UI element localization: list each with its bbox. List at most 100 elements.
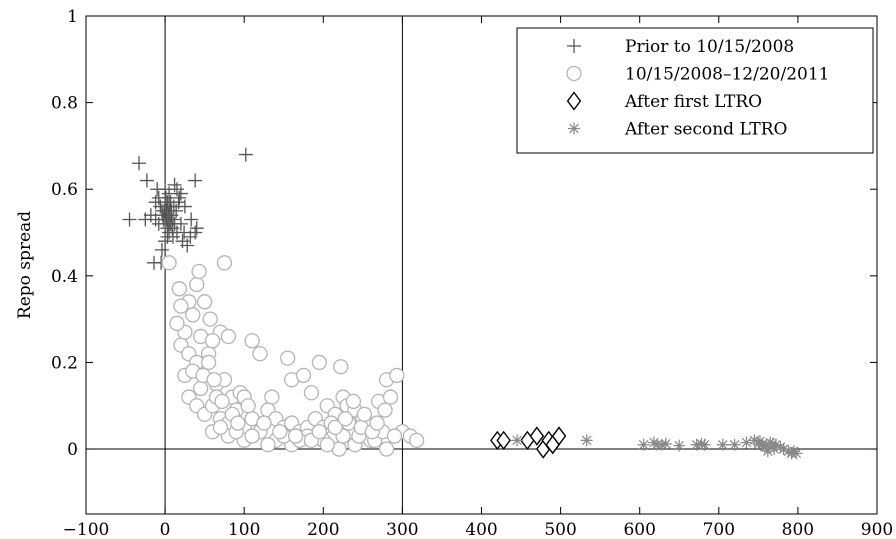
point-0-45 <box>180 238 195 253</box>
point-3-13 <box>740 436 753 449</box>
point-0-7 <box>122 212 137 227</box>
point-1-113 <box>345 393 362 410</box>
point-3-0 <box>511 434 524 447</box>
point-3-10 <box>698 438 711 451</box>
point-1-112 <box>337 411 354 427</box>
point-0-46 <box>184 212 199 227</box>
x-tick-label-7: 600 <box>623 520 655 539</box>
point-1-2 <box>189 276 205 293</box>
legend-marker-2 <box>566 91 582 111</box>
point-0-48 <box>189 221 204 236</box>
point-0-44 <box>177 199 192 214</box>
legend-label-3: After second LTRO <box>624 120 787 140</box>
point-1-108 <box>214 393 230 410</box>
point-1-60 <box>382 389 399 405</box>
point-1-21 <box>200 354 217 371</box>
y-tick-label-3: 0.6 <box>51 180 78 200</box>
point-0-62 <box>162 186 177 201</box>
point-3-7 <box>673 439 686 452</box>
point-1-95 <box>256 415 272 431</box>
point-3-8 <box>690 438 703 451</box>
point-3-11 <box>716 438 729 451</box>
point-1-114 <box>356 406 373 423</box>
x-tick-label-0: −100 <box>63 520 110 539</box>
point-3-20 <box>768 443 781 456</box>
point-1-111 <box>327 419 343 436</box>
x-tick-label-6: 500 <box>544 520 576 539</box>
legend: Prior to 10/15/2008 10/15/2008–12/20/2011… <box>516 27 874 154</box>
legend-marker-1 <box>566 65 582 82</box>
point-1-96 <box>272 424 288 440</box>
point-3-29 <box>760 439 773 452</box>
point-1-76 <box>378 441 395 457</box>
point-1-4 <box>191 263 207 280</box>
point-0-1 <box>139 173 154 188</box>
point-1-28 <box>252 346 268 362</box>
point-1-107 <box>206 372 222 388</box>
point-0-56 <box>183 229 198 244</box>
point-0-39 <box>169 203 184 218</box>
point-1-8 <box>202 311 218 327</box>
point-3-22 <box>774 440 787 453</box>
point-3-27 <box>790 447 803 460</box>
series-1 <box>161 255 425 457</box>
series-3 <box>511 434 803 460</box>
point-1-61 <box>389 367 405 384</box>
point-2-3 <box>529 426 545 446</box>
point-1-47 <box>295 367 312 384</box>
point-2-7 <box>551 426 567 446</box>
y-tick-label-0: 0 <box>67 440 78 460</box>
point-1-85 <box>386 428 403 444</box>
point-1-9 <box>185 307 201 323</box>
point-1-1 <box>171 281 187 297</box>
point-3-6 <box>659 437 672 450</box>
y-tick-label-2: 0.4 <box>51 267 78 287</box>
point-3-23 <box>777 443 790 456</box>
point-1-91 <box>212 419 229 436</box>
point-1-0 <box>161 255 177 271</box>
point-0-51 <box>147 255 162 270</box>
point-1-94 <box>240 398 256 414</box>
point-3-18 <box>761 445 774 458</box>
x-tick-label-8: 700 <box>703 520 735 539</box>
point-3-1 <box>580 434 593 447</box>
point-3-30 <box>766 437 779 450</box>
x-tick-label-4: 300 <box>386 520 418 539</box>
point-0-42 <box>173 216 188 231</box>
point-0-0 <box>131 156 146 171</box>
point-1-49 <box>311 354 327 371</box>
point-0-60 <box>151 190 166 205</box>
data-marks <box>122 147 803 460</box>
y-axis-label: Repo spread <box>15 211 35 319</box>
point-1-29 <box>264 389 280 405</box>
point-1-109 <box>230 415 246 431</box>
point-1-20 <box>193 380 209 397</box>
point-1-7 <box>196 294 213 310</box>
x-tick-label-9: 800 <box>782 520 814 539</box>
point-1-89 <box>244 428 260 444</box>
point-1-110 <box>311 424 327 440</box>
point-1-5 <box>216 255 233 271</box>
legend-marker-0 <box>567 39 581 53</box>
point-0-49 <box>154 242 169 257</box>
point-0-54 <box>166 229 181 244</box>
point-1-6 <box>173 298 189 314</box>
point-0-6 <box>238 147 253 162</box>
y-tick-label-4: 0.8 <box>51 94 78 114</box>
y-tick-label-5: 1 <box>67 7 78 27</box>
legend-label-0: Prior to 10/15/2008 <box>625 37 794 57</box>
point-1-12 <box>220 328 237 345</box>
point-0-58 <box>172 190 187 205</box>
x-tick-label-10: 900 <box>861 520 893 539</box>
point-3-28 <box>753 435 766 448</box>
legend-marker-3 <box>568 122 580 135</box>
point-0-5 <box>188 173 203 188</box>
point-1-88 <box>260 437 276 453</box>
point-1-97 <box>287 428 304 444</box>
point-3-5 <box>655 438 668 451</box>
axes: −100 0 100 200 300 400 500 600 700 800 900 0 0.2 0.4 0… <box>15 7 893 539</box>
point-3-2 <box>637 438 650 451</box>
x-tick-label-3: 200 <box>307 520 339 539</box>
x-tick-label-5: 400 <box>465 520 497 539</box>
